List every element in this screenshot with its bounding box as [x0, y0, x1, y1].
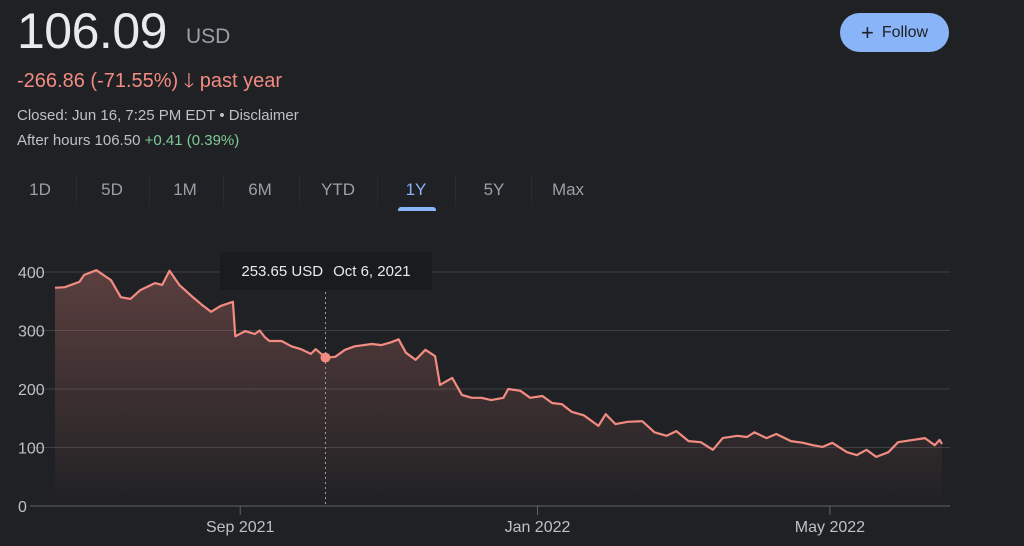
- tab-separator: [76, 176, 77, 206]
- change-value: -266.86 (-71.55%): [17, 70, 179, 92]
- x-tick-label: May 2022: [795, 519, 865, 536]
- follow-button[interactable]: + Follow: [840, 13, 949, 52]
- y-tick-label: 100: [18, 441, 45, 458]
- price-line: [54, 269, 943, 458]
- y-tick-label: 200: [18, 382, 45, 399]
- y-tick-label: 300: [18, 324, 45, 341]
- price-area: [55, 270, 942, 506]
- tab-separator: [455, 176, 456, 206]
- after-hours-change: +0.41 (0.39%): [144, 132, 240, 149]
- active-tab-indicator: [398, 207, 436, 211]
- follow-label: Follow: [881, 23, 929, 41]
- tab-5y[interactable]: 5Y: [483, 180, 505, 199]
- tab-separator: [377, 176, 378, 206]
- currency-label: USD: [186, 25, 231, 48]
- x-tick-label: Sep 2021: [206, 519, 275, 536]
- plus-icon: +: [860, 19, 874, 45]
- tab-1y[interactable]: 1Y: [405, 180, 427, 199]
- highlight-point: [320, 352, 331, 363]
- tab-1d[interactable]: 1D: [29, 180, 51, 199]
- tab-separator: [148, 176, 150, 206]
- tab-6m[interactable]: 6M: [248, 180, 272, 199]
- tooltip-date: Oct 6, 2021: [333, 262, 411, 280]
- y-tick-label: 400: [18, 265, 45, 282]
- closed-info: Closed: Jun 16, 7:25 PM EDT • Disclaimer: [17, 107, 299, 124]
- x-tick-label: Jan 2022: [505, 519, 571, 536]
- after-hours-info: After hours 106.50 +0.41 (0.39%): [17, 132, 239, 149]
- change-period: past year: [199, 70, 282, 92]
- tab-separator: [299, 176, 300, 206]
- current-price: 106.09: [17, 3, 167, 59]
- tab-max[interactable]: Max: [551, 180, 585, 199]
- tab-1m[interactable]: 1M: [173, 180, 197, 199]
- price-change: -266.86 (-71.55%) 🡓 past year: [17, 66, 282, 100]
- tooltip-value: 253.65 USD: [241, 262, 324, 280]
- arrow-down-icon: 🡓: [183, 70, 195, 92]
- tab-5d[interactable]: 5D: [101, 180, 123, 199]
- price-chart[interactable]: 0 100 200 300 400 Sep 2021 Jan 2022 May 2022: [0, 240, 1024, 546]
- chart-tooltip: 253.65 USD Oct 6, 2021: [220, 252, 432, 290]
- tab-separator: [531, 176, 532, 206]
- after-hours-label: After hours 106.50: [17, 132, 141, 149]
- y-tick-label: 0: [18, 499, 27, 516]
- tab-separator: [222, 176, 224, 206]
- tab-ytd[interactable]: YTD: [321, 180, 355, 199]
